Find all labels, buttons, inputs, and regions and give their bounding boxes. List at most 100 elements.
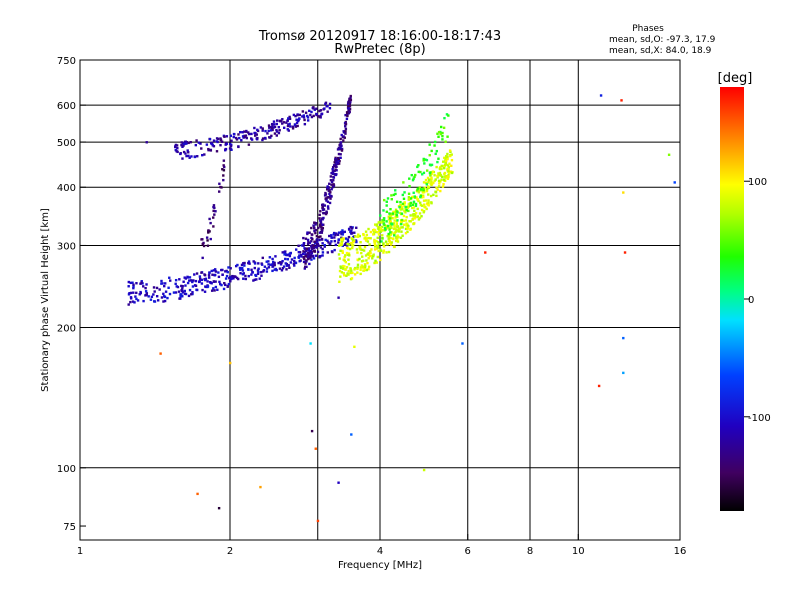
echo-point: [374, 223, 377, 226]
echo-point: [253, 126, 256, 130]
echo-point: [411, 213, 415, 216]
echo-point: [373, 261, 376, 265]
echo-point: [382, 249, 386, 252]
echo-point: [255, 137, 258, 140]
echo-point: [336, 158, 339, 161]
echo-point: [402, 219, 405, 223]
echo-point: [301, 252, 305, 256]
echo-point: [274, 255, 277, 258]
echo-point: [228, 142, 232, 146]
echo-point: [363, 263, 367, 266]
echo-point: [321, 247, 324, 251]
echo-point: [387, 215, 390, 218]
echo-point: [425, 169, 429, 172]
echo-point: [326, 200, 330, 203]
echo-point: [281, 122, 284, 125]
echo-point: [286, 253, 289, 257]
echo-point: [282, 126, 286, 129]
echo-point: [350, 433, 353, 436]
echo-point: [286, 258, 290, 261]
echo-point: [326, 104, 329, 108]
echo-point: [344, 237, 348, 240]
echo-point: [250, 268, 253, 272]
echo-point: [245, 129, 248, 133]
echo-point: [229, 361, 232, 365]
echo-point: [385, 220, 388, 223]
echo-point: [447, 172, 451, 175]
echo-point: [409, 204, 412, 207]
echo-point: [313, 250, 316, 253]
echo-point: [304, 265, 307, 268]
echo-point: [303, 122, 307, 126]
echo-point: [290, 258, 294, 261]
echo-point: [333, 161, 336, 164]
echo-point: [349, 96, 352, 100]
echo-point: [189, 140, 192, 144]
echo-point: [195, 139, 198, 142]
echo-point: [142, 285, 145, 288]
echo-point: [445, 113, 449, 116]
echo-point: [294, 114, 297, 118]
echo-point: [147, 295, 150, 298]
echo-point: [318, 256, 321, 259]
echo-point: [420, 208, 424, 212]
echo-point: [253, 266, 256, 270]
echo-point: [329, 194, 332, 198]
echo-point: [304, 254, 308, 258]
echo-point: [345, 266, 349, 269]
echo-point: [388, 212, 391, 215]
echo-point: [437, 173, 440, 177]
echo-point: [176, 285, 180, 289]
echo-point: [380, 229, 384, 232]
echo-point: [373, 229, 377, 232]
echo-point: [419, 201, 422, 204]
echo-point: [265, 270, 269, 273]
echo-point: [420, 204, 424, 207]
echo-point: [388, 228, 391, 231]
echo-point: [354, 239, 357, 242]
echo-point: [180, 293, 183, 296]
echo-point: [224, 277, 228, 280]
echo-point: [340, 243, 343, 247]
echo-point: [187, 154, 190, 158]
echo-point: [423, 205, 426, 209]
echo-point: [302, 244, 305, 247]
echo-point: [338, 269, 342, 273]
echo-point: [287, 129, 290, 132]
echo-point: [207, 147, 210, 151]
echo-point: [281, 251, 284, 254]
echo-point: [376, 231, 379, 234]
echo-point: [179, 297, 182, 300]
echo-point: [322, 208, 326, 211]
echo-point: [328, 102, 332, 106]
echo-point: [244, 277, 248, 281]
echo-point: [372, 254, 375, 258]
echo-point: [394, 208, 398, 211]
echo-point: [223, 165, 226, 169]
echo-point: [309, 342, 312, 345]
echo-point: [342, 130, 345, 133]
echo-point: [302, 255, 306, 259]
echo-point: [351, 271, 354, 275]
echo-point: [219, 282, 222, 286]
echo-point: [404, 219, 408, 222]
echo-point: [347, 243, 351, 246]
echo-point: [185, 142, 188, 145]
echo-point: [413, 196, 417, 199]
colorbar-tick-label: 0: [748, 295, 754, 306]
echo-point: [390, 226, 393, 230]
echo-point: [334, 168, 337, 171]
echo-point: [223, 135, 226, 138]
echo-point: [673, 181, 676, 184]
echo-point: [332, 183, 335, 186]
echo-point: [152, 293, 155, 296]
echo-point: [433, 179, 436, 183]
echo-point: [153, 300, 157, 303]
echo-point: [207, 276, 211, 279]
echo-point: [447, 166, 451, 169]
echo-point: [286, 119, 289, 122]
x-tick-label: 10: [572, 546, 585, 557]
echo-point: [193, 284, 197, 287]
echo-point: [422, 187, 425, 190]
echo-point: [318, 217, 321, 220]
